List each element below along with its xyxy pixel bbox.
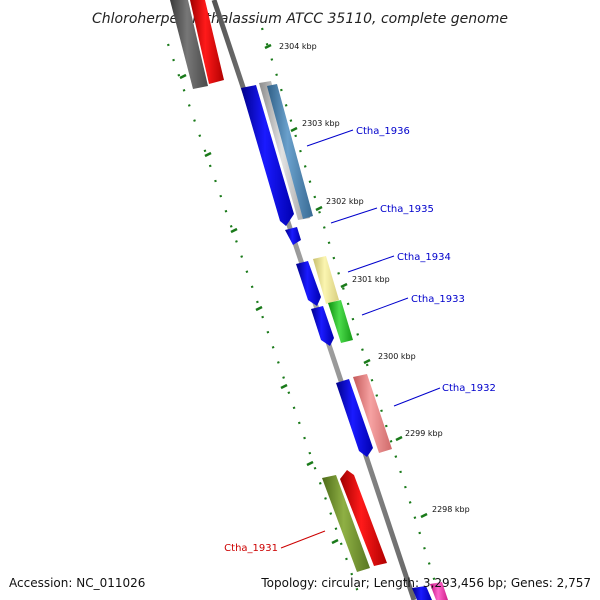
tick-label-2304: 2304 kbp (279, 42, 317, 51)
outer-tick-ring (260, 27, 442, 599)
tick-label-2303: 2303 kbp (302, 119, 340, 128)
gene-feature-1931-olive[interactable] (322, 475, 370, 572)
tick-label-2300: 2300 kbp (378, 352, 416, 361)
blue-feature-bottom[interactable] (412, 586, 432, 600)
gene-label-1933[interactable]: Ctha_1933 (411, 294, 465, 305)
gene-feature-1932[interactable] (353, 374, 392, 453)
inner-tick-ring (166, 43, 362, 599)
gene-feature-1933[interactable] (328, 300, 353, 343)
genome-summary-text: Topology: circular; Length: 3,293,456 bp… (260, 576, 591, 590)
tick-label-2302: 2302 kbp (326, 197, 364, 206)
red-feature-top[interactable] (190, 0, 224, 84)
gene-feature-1934[interactable] (313, 256, 339, 304)
inner-major-ticks (179, 73, 339, 545)
gene-label-1934[interactable]: Ctha_1934 (397, 252, 451, 263)
map-title: Chloroherpeton thalassium ATCC 35110, co… (92, 11, 508, 27)
cds-arrow-1932[interactable] (336, 379, 373, 457)
label-leaders (280, 129, 441, 549)
major-ticks (264, 43, 428, 519)
gene-label-1935[interactable]: Ctha_1935 (380, 204, 434, 215)
accession-text: Accession: NC_011026 (9, 576, 145, 590)
cds-arrow-1936b[interactable] (285, 227, 301, 245)
cds-arrow-1934[interactable] (296, 261, 321, 306)
tick-label-2298: 2298 kbp (432, 505, 470, 514)
tick-label-2301: 2301 kbp (352, 275, 390, 284)
tick-label-2299: 2299 kbp (405, 429, 443, 438)
gene-label-1932[interactable]: Ctha_1932 (442, 383, 496, 394)
gray-feature-top[interactable] (170, 0, 208, 89)
cds-arrow-1936[interactable] (241, 85, 294, 226)
gene-label-1931[interactable]: Ctha_1931 (224, 543, 278, 554)
cds-arrow-1933[interactable] (311, 306, 334, 346)
gene-label-1936[interactable]: Ctha_1936 (356, 126, 410, 137)
pink-feature-bottom[interactable] (430, 582, 448, 600)
gene-feature-1936[interactable] (267, 84, 313, 219)
gene-feature-1931[interactable] (340, 470, 387, 566)
